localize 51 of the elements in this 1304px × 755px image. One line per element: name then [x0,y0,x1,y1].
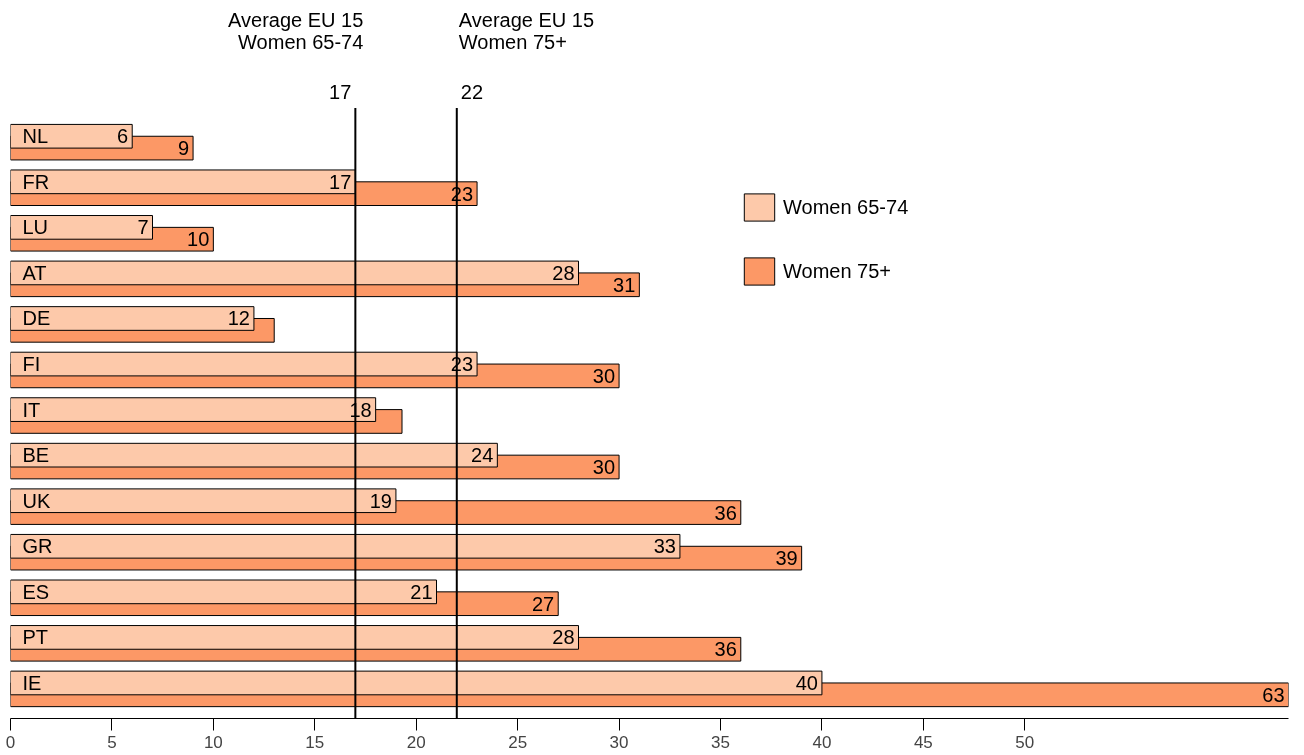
x-tick-label: 20 [406,732,426,752]
y-tick-label: AT [22,261,47,284]
y-tick-label: BE [22,444,50,467]
x-tick-label: 40 [812,732,832,752]
data-label: 30 [592,364,616,387]
data-label: 9 [177,137,190,160]
data-label: 7 [137,216,149,239]
y-tick-label: LU [22,216,49,239]
x-tick-label: 0 [5,732,16,752]
data-label: 40 [795,671,818,694]
x-tick-label: 10 [203,732,223,752]
x-tick-label: 50 [1015,732,1035,752]
x-tick-label: 25 [508,732,528,752]
y-tick-label: FR [22,170,50,193]
y-tick-label: FI [22,353,41,376]
data-label: 6 [117,125,129,148]
data-label: 31 [613,273,636,296]
data-label: 27 [531,592,555,615]
data-label: 30 [592,456,616,479]
data-label: 10 [187,228,210,251]
y-tick-label: IT [22,398,41,421]
legend-label: Women 65-74 [783,195,909,219]
text: 22 [460,80,484,103]
legend-label: Women 75+ [783,259,892,283]
data-label: 39 [775,547,798,570]
text: 17 [329,80,352,103]
x-tick-label: 15 [305,732,325,752]
y-tick-label: IE [22,671,42,694]
y-tick-label: DE [22,307,51,330]
data-label: 63 [1262,683,1285,706]
x-tick-label: 35 [711,732,730,752]
x-tick-label: 45 [913,732,933,752]
data-label: 12 [227,307,250,330]
data-label: 24 [471,444,494,467]
data-label: 33 [653,535,676,558]
x-tick-label: 5 [107,732,117,752]
y-tick-label: ES [22,580,50,603]
y-tick-label: NL [22,125,49,148]
y-tick-label: GR [22,535,53,558]
data-label: 36 [714,638,737,661]
data-label: 19 [369,489,392,512]
data-label: 28 [552,261,575,284]
data-label: 28 [552,626,575,649]
data-label: 36 [714,501,737,524]
x-tick-label: 30 [609,732,629,752]
data-label: 21 [410,580,433,603]
y-tick-label: PT [22,626,49,649]
data-label: 17 [329,170,352,193]
ref-line-label: Average EU 15 Women 75+ [458,9,595,54]
ref-line-label: Average EU 15 Women 65-74 [228,9,364,54]
y-tick-label: UK [22,489,51,512]
